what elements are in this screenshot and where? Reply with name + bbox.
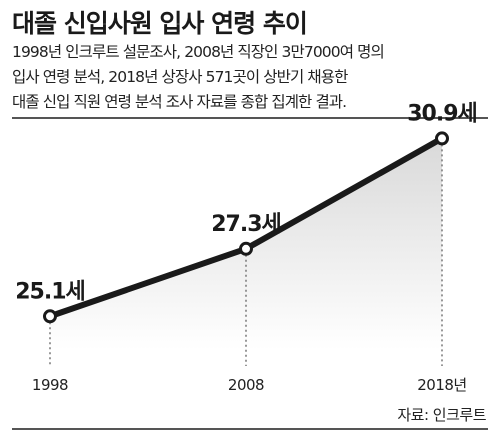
footer-divider (12, 428, 488, 430)
data-point-2018 (435, 131, 449, 146)
data-label-2018: 30.9세 (407, 101, 477, 126)
description-line-1: 1998년 인크루트 설문조사, 2008년 직장인 3만7000여 명의 (12, 43, 385, 61)
chart-description: 1998년 인크루트 설문조사, 2008년 직장인 3만7000여 명의 입사… (12, 40, 492, 115)
chart-plot-area: 25.1세 1998 27.3세 2008 30.9세 2018년 (15, 101, 478, 394)
area-fill (50, 138, 442, 350)
x-tick-label-1998: 1998 (32, 376, 68, 394)
data-point-2008 (239, 241, 253, 256)
data-point-1998 (43, 309, 57, 324)
data-label-2008: 27.3세 (211, 212, 281, 237)
data-label-1998: 25.1세 (15, 279, 85, 304)
x-tick-label-2008: 2008 (228, 376, 264, 394)
description-line-2: 입사 연령 분석, 2018년 상장사 571곳이 상반기 채용한 (12, 68, 348, 86)
description-line-3: 대졸 신입 직원 연령 분석 조사 자료를 종합 집계한 결과. (12, 93, 347, 111)
x-tick-label-2018: 2018년 (417, 376, 466, 394)
source-note: 자료: 인크루트 (397, 406, 486, 424)
header-divider (12, 117, 488, 119)
chart-title: 대졸 신입사원 입사 연령 추이 (12, 9, 308, 38)
